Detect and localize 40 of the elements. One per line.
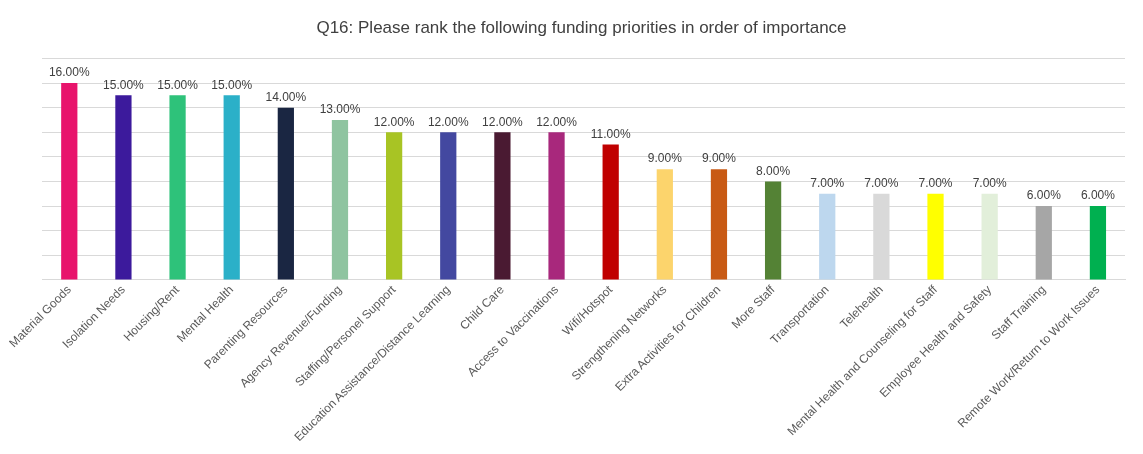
data-label: 12.00% [373,114,415,129]
data-label: 12.00% [482,114,524,129]
data-label: 7.00% [864,176,899,191]
data-label: 8.00% [756,163,791,178]
bar [331,119,349,280]
bar [548,132,565,280]
data-label: 15.00% [211,77,253,92]
bar [494,132,511,280]
chart-title: Q16: Please rank the following funding priorities in order of importance [316,17,847,37]
bar [981,193,998,280]
bar [169,95,186,280]
data-label: 6.00% [1080,188,1116,203]
data-label: 11.00% [590,126,631,141]
data-label: 9.00% [647,151,683,166]
bar [223,95,240,280]
bar [440,132,457,280]
bar [115,95,132,280]
data-label: 7.00% [918,176,953,191]
data-label: 12.00% [536,114,578,129]
data-label: 6.00% [1026,188,1062,203]
data-label: 7.00% [810,176,845,191]
data-label: 16.00% [48,65,90,80]
data-label: 9.00% [701,151,737,166]
bar [1035,206,1052,280]
data-label: 15.00% [157,77,199,92]
data-label: 14.00% [265,89,307,104]
bar [386,132,403,280]
bar [819,193,836,280]
data-label: 13.00% [319,102,361,117]
bar [277,107,294,280]
bar [927,193,944,280]
bar [764,181,782,280]
bar [1089,206,1107,280]
bar [61,83,78,280]
bar [710,169,728,280]
bar [602,144,619,280]
data-label: 15.00% [103,77,145,92]
data-label: 7.00% [972,176,1007,191]
data-label: 12.00% [427,114,469,129]
bar [656,169,673,280]
